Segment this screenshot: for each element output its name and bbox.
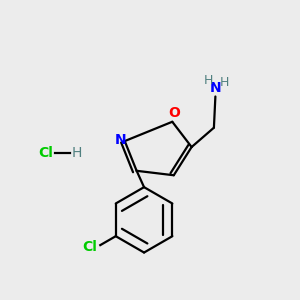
Text: H: H bbox=[220, 76, 229, 89]
Text: N: N bbox=[115, 133, 126, 147]
Text: Cl: Cl bbox=[82, 240, 97, 254]
Text: H: H bbox=[204, 74, 214, 87]
Text: O: O bbox=[168, 106, 180, 120]
Text: Cl: Cl bbox=[38, 146, 53, 160]
Text: H: H bbox=[71, 146, 82, 160]
Text: N: N bbox=[210, 81, 221, 95]
